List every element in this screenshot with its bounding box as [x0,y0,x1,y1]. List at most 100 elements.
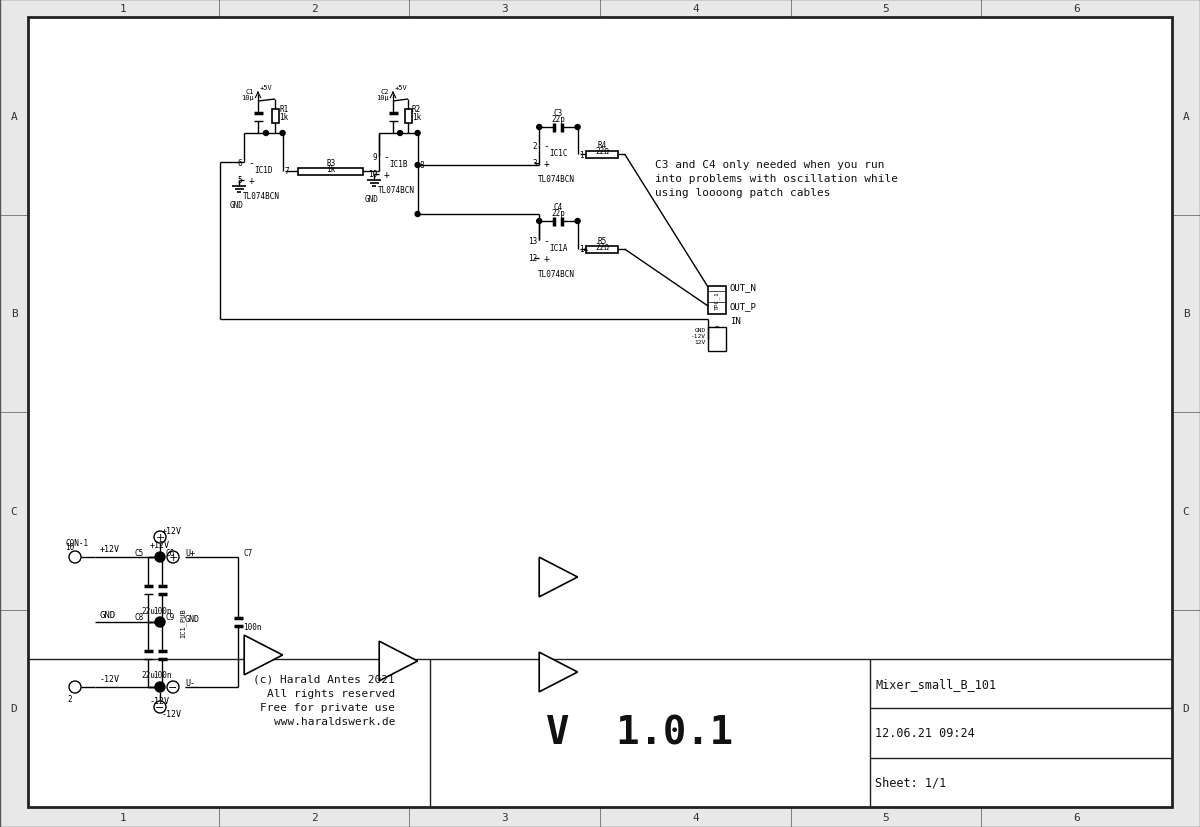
Polygon shape [539,653,577,692]
Text: into problems with oscillation while: into problems with oscillation while [655,174,898,184]
Circle shape [712,327,722,337]
Text: +: + [248,176,254,186]
Circle shape [155,682,166,692]
Text: B: B [11,308,17,319]
Text: Sheet: 1/1: Sheet: 1/1 [875,776,947,789]
Text: GND: GND [695,327,706,332]
Circle shape [415,131,420,136]
Text: GND: GND [365,194,378,203]
Circle shape [536,126,541,131]
Text: +12V: +12V [162,526,182,535]
Text: (c) Harald Antes 2021: (c) Harald Antes 2021 [253,674,395,684]
Text: 6: 6 [238,158,242,167]
Text: 5: 5 [883,812,889,822]
Circle shape [280,131,286,136]
Text: 1k: 1k [278,113,288,122]
Text: 10µ: 10µ [377,95,389,101]
Text: C7: C7 [242,547,252,557]
Text: TL074BCN: TL074BCN [244,192,281,201]
Text: GND: GND [100,609,116,619]
Text: 1: 1 [580,151,584,160]
Text: All rights reserved: All rights reserved [266,688,395,698]
Text: 10: 10 [65,543,74,552]
Text: 100n: 100n [242,623,262,632]
Text: C9: C9 [166,613,174,622]
Text: R2: R2 [412,105,421,114]
Text: 2: 2 [311,4,317,14]
Circle shape [157,555,162,560]
Circle shape [154,532,166,543]
Text: R4: R4 [598,141,607,151]
Text: R3: R3 [326,158,336,167]
Text: +5V: +5V [260,85,272,91]
Circle shape [157,685,162,690]
Text: U+: U+ [185,549,194,558]
Text: IC1C: IC1C [550,149,568,158]
Text: TPC_1: TPC_1 [714,291,720,310]
Text: 2: 2 [533,141,538,151]
Text: 7: 7 [284,167,289,176]
Text: 2: 2 [311,812,317,822]
Text: 10µ: 10µ [241,95,254,101]
Text: +: + [155,533,164,543]
Bar [708,327,726,351]
Text: +12V: +12V [150,541,170,550]
Text: using loooong patch cables: using loooong patch cables [655,188,830,198]
Text: 22Ω: 22Ω [595,242,610,251]
Circle shape [536,219,541,224]
Text: 22u: 22u [142,671,155,680]
Text: 12: 12 [528,254,538,263]
Text: -12V: -12V [162,710,182,719]
Text: GND: GND [229,201,244,210]
Text: IC1_PUB: IC1_PUB [180,607,187,637]
Text: 2: 2 [67,695,72,704]
Circle shape [712,340,722,350]
Bar [404,110,412,124]
Text: D: D [11,704,17,714]
Circle shape [157,619,162,624]
Text: -: - [544,236,550,246]
Text: 12.06.21 09:24: 12.06.21 09:24 [875,727,974,739]
Text: 1: 1 [120,812,127,822]
Text: C6: C6 [166,547,174,557]
Text: IC1D: IC1D [254,165,272,174]
Text: 22p: 22p [552,208,565,218]
Text: 100n: 100n [152,671,172,680]
Text: OUT_N: OUT_N [730,283,757,292]
Bar [708,287,726,314]
Text: 14: 14 [580,245,589,254]
Text: +: + [168,552,178,562]
Text: R5: R5 [598,237,607,245]
Text: C: C [11,506,17,516]
Circle shape [70,681,82,693]
Bar [271,110,278,124]
Text: 4: 4 [692,812,698,822]
Bar [299,169,364,175]
Text: -12V: -12V [100,675,120,684]
Text: www.haraldswerk.de: www.haraldswerk.de [274,716,395,726]
Bar [587,151,618,158]
Polygon shape [379,642,418,681]
Text: TL074BCN: TL074BCN [539,270,575,280]
Text: 1k: 1k [412,113,421,122]
Text: TL074BCN: TL074BCN [539,175,575,184]
Circle shape [264,131,269,136]
Text: U-: U- [185,679,194,688]
Text: C8: C8 [134,613,144,622]
Text: C5: C5 [134,547,144,557]
Text: 3: 3 [502,812,508,822]
Text: +5V: +5V [395,85,408,91]
Text: 6: 6 [1073,4,1080,14]
Text: V  1.0.1: V 1.0.1 [546,715,733,752]
Text: 5: 5 [883,4,889,14]
Text: A: A [11,112,17,122]
Circle shape [70,552,82,563]
Text: 4: 4 [692,4,698,14]
Text: B: B [1183,308,1189,319]
Text: 22Ω: 22Ω [595,147,610,156]
Text: 3: 3 [502,4,508,14]
Text: -: - [544,141,550,151]
Text: +: + [544,159,550,169]
Polygon shape [245,635,283,675]
Text: 5: 5 [238,176,242,185]
